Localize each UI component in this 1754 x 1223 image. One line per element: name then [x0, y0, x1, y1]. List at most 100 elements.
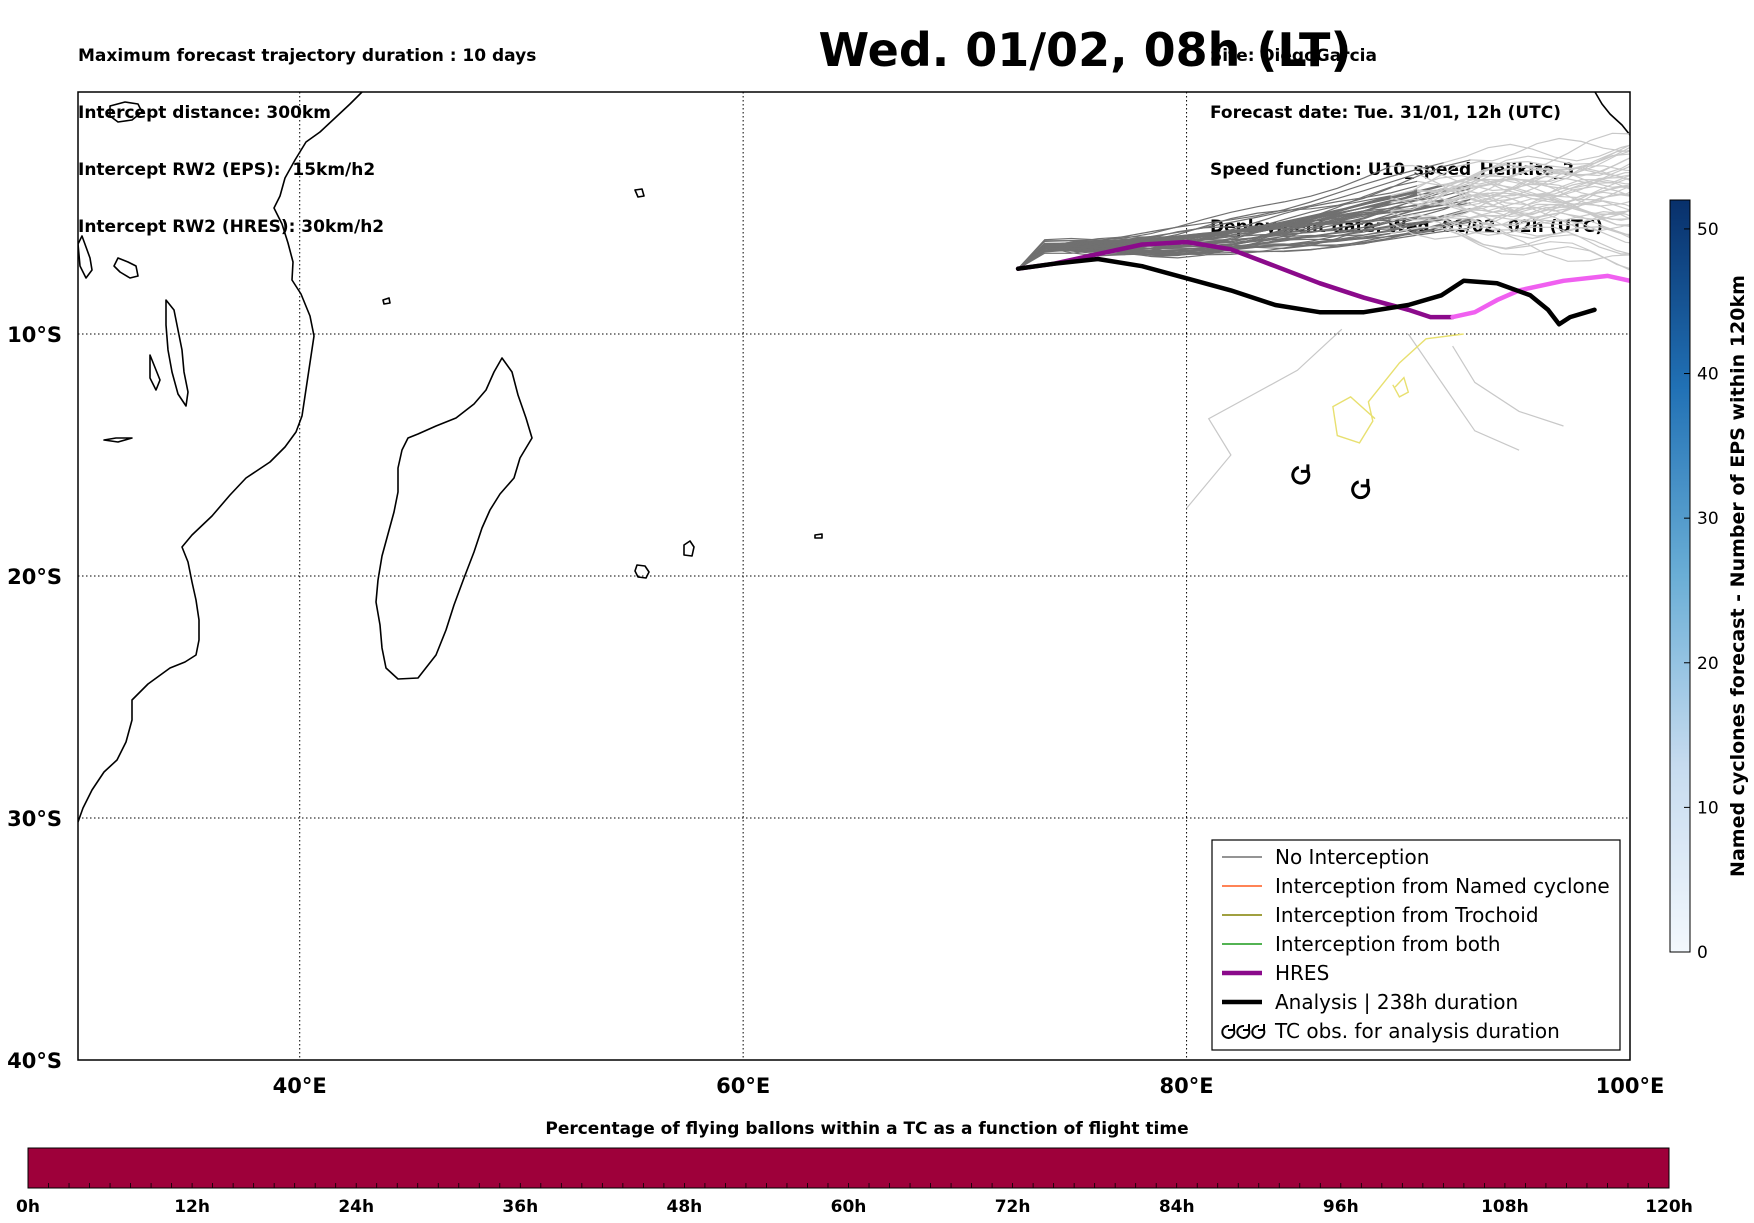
- eps-member-late-track: [1470, 157, 1630, 187]
- great-lakes-north: [109, 101, 143, 123]
- named-cyclone-track: [1332, 333, 1464, 444]
- legend-label: Interception from Trochoid: [1275, 903, 1539, 927]
- lon-tick-label: 60°E: [716, 1074, 770, 1098]
- lon-tick-label: 100°E: [1596, 1074, 1665, 1098]
- latitude-labels: 10°S 20°S 30°S 40°S: [7, 323, 62, 1073]
- colorbar-tick-label: 40: [1697, 365, 1719, 385]
- tc-observation-markers: [1291, 464, 1371, 500]
- lake-kivu: [78, 235, 93, 279]
- colorbar-tick-label: 0: [1697, 943, 1708, 963]
- eps-member-late-track: [1452, 345, 1564, 427]
- time-tick-label: 84h: [1159, 1197, 1195, 1217]
- colorbar-tick-label: 50: [1697, 220, 1719, 240]
- eps-member-late-track: [1390, 221, 1630, 262]
- colorbar-ticks: 0 10 20 30 40 50: [1684, 220, 1719, 963]
- tc-observation-icon: [1291, 464, 1311, 485]
- tc-observation-icon: [1351, 478, 1371, 500]
- named-cyclone-tracks: [1332, 333, 1464, 444]
- header-left-line: Intercept distance: 300km: [78, 103, 331, 123]
- map-layer: [78, 92, 1630, 1060]
- africa-coastline: [78, 92, 363, 823]
- eps-member-track: [1017, 191, 1471, 270]
- eps-member-late-track: [1443, 186, 1630, 230]
- eps-member-late-track: [1417, 146, 1630, 186]
- hres-track: [1015, 239, 1455, 320]
- main-title: Wed. 01/02, 08h (LT): [818, 23, 1352, 77]
- time-tick-label: 48h: [667, 1197, 703, 1217]
- time-tick-label: 120h: [1645, 1197, 1693, 1217]
- lon-tick-label: 40°E: [273, 1074, 327, 1098]
- time-tick-label: 36h: [502, 1197, 538, 1217]
- indonesia-coastline: [1594, 92, 1630, 136]
- legend-label: Analysis | 238h duration: [1275, 990, 1518, 1014]
- colorbar-tick-label: 10: [1697, 798, 1719, 818]
- legend-box: [1211, 839, 1621, 1051]
- legend-item-trochoid: Interception from Trochoid: [1222, 903, 1539, 927]
- eps-member-late-track: [1417, 144, 1630, 193]
- eps-member-late-track: [1390, 205, 1630, 227]
- eps-member-late-track: [1416, 185, 1630, 206]
- eps-member-track: [1017, 188, 1471, 270]
- header-left-line: Maximum forecast trajectory duration : 1…: [78, 46, 537, 66]
- time-tick-label: 108h: [1481, 1197, 1529, 1217]
- lake-victoria: [113, 257, 139, 279]
- eps-member-late-track: [1390, 206, 1630, 229]
- eps-member-late-track: [1443, 178, 1630, 207]
- eps-member-late-track: [1443, 198, 1630, 218]
- eps-member-track: [1017, 228, 1444, 270]
- eps-member-track: [1017, 165, 1391, 270]
- lon-tick-label: 80°E: [1160, 1074, 1214, 1098]
- bottom-colorbar-title: Percentage of flying ballons within a TC…: [545, 1119, 1188, 1139]
- named-cyclone-track: [1392, 376, 1410, 398]
- header-right-line: Site: DiegoGarcia: [1210, 46, 1377, 66]
- legend-label: Interception from both: [1275, 932, 1501, 956]
- header-left-line: Intercept RW2 (EPS): 15km/h2: [78, 160, 376, 180]
- eps-member-late-track: [1390, 164, 1630, 188]
- time-labels: 0h 12h 24h 36h 48h 60h 72h 84h 96h 108h 120h: [16, 1197, 1693, 1217]
- colorbar-label: Named cyclones forecast - Number of EPS …: [1727, 275, 1749, 877]
- coastlines: [78, 92, 1630, 823]
- eps-member-track: [1017, 187, 1444, 270]
- eps-member-late-track: [1407, 333, 1520, 451]
- longitude-labels: 40°E 60°E 80°E 100°E: [273, 1074, 1665, 1098]
- header-right-line: Forecast date: Tue. 31/01, 12h (UTC): [1210, 103, 1561, 123]
- time-tick-label: 96h: [1323, 1197, 1359, 1217]
- eps-member-late-track: [1443, 185, 1630, 221]
- madagascar-coastline: [375, 357, 533, 680]
- bottom-colorbar: Percentage of flying ballons within a TC…: [16, 1119, 1693, 1217]
- graticule: [78, 92, 1630, 1060]
- lat-tick-label: 10°S: [7, 323, 62, 347]
- legend-item-hres: HRES: [1222, 961, 1329, 985]
- eps-late-trajectories: [1186, 132, 1630, 509]
- legend-label: HRES: [1275, 961, 1329, 985]
- reunion-coastline: [683, 540, 695, 557]
- eps-member-late-track: [1417, 174, 1630, 197]
- lake-zambia: [103, 437, 133, 443]
- eps-member-late-track: [1470, 178, 1630, 204]
- time-tick-label: 24h: [338, 1197, 374, 1217]
- analysis-track: [1015, 256, 1597, 327]
- lat-tick-label: 40°S: [7, 1049, 62, 1073]
- comoros-island: [382, 297, 391, 305]
- lat-tick-label: 20°S: [7, 565, 62, 589]
- eps-member-late-track: [1470, 171, 1630, 197]
- time-tick-label: 60h: [831, 1197, 867, 1217]
- legend-label: Interception from Named cyclone: [1275, 874, 1610, 898]
- colorbar-tick-label: 30: [1697, 509, 1719, 529]
- time-ticks: [27, 1183, 1670, 1188]
- legend-item-named-cyclone: Interception from Named cyclone: [1222, 874, 1610, 898]
- time-tick-label: 72h: [995, 1197, 1031, 1217]
- map-frame: [77, 91, 1631, 1061]
- legend-item-both: Interception from both: [1222, 932, 1501, 956]
- legend-label: TC obs. for analysis duration: [1274, 1019, 1560, 1043]
- eps-member-late-track: [1417, 217, 1630, 270]
- legend: No Interception Interception from Named …: [1211, 839, 1621, 1051]
- eps-member-late-track: [1470, 181, 1630, 204]
- header-left-info: Maximum forecast trajectory duration : 1…: [78, 9, 536, 256]
- time-tick-label: 12h: [174, 1197, 210, 1217]
- seychelles-island: [634, 188, 645, 198]
- legend-item-analysis: Analysis | 238h duration: [1222, 990, 1518, 1014]
- eps-member-late-track: [1186, 328, 1343, 509]
- legend-label: No Interception: [1275, 845, 1429, 869]
